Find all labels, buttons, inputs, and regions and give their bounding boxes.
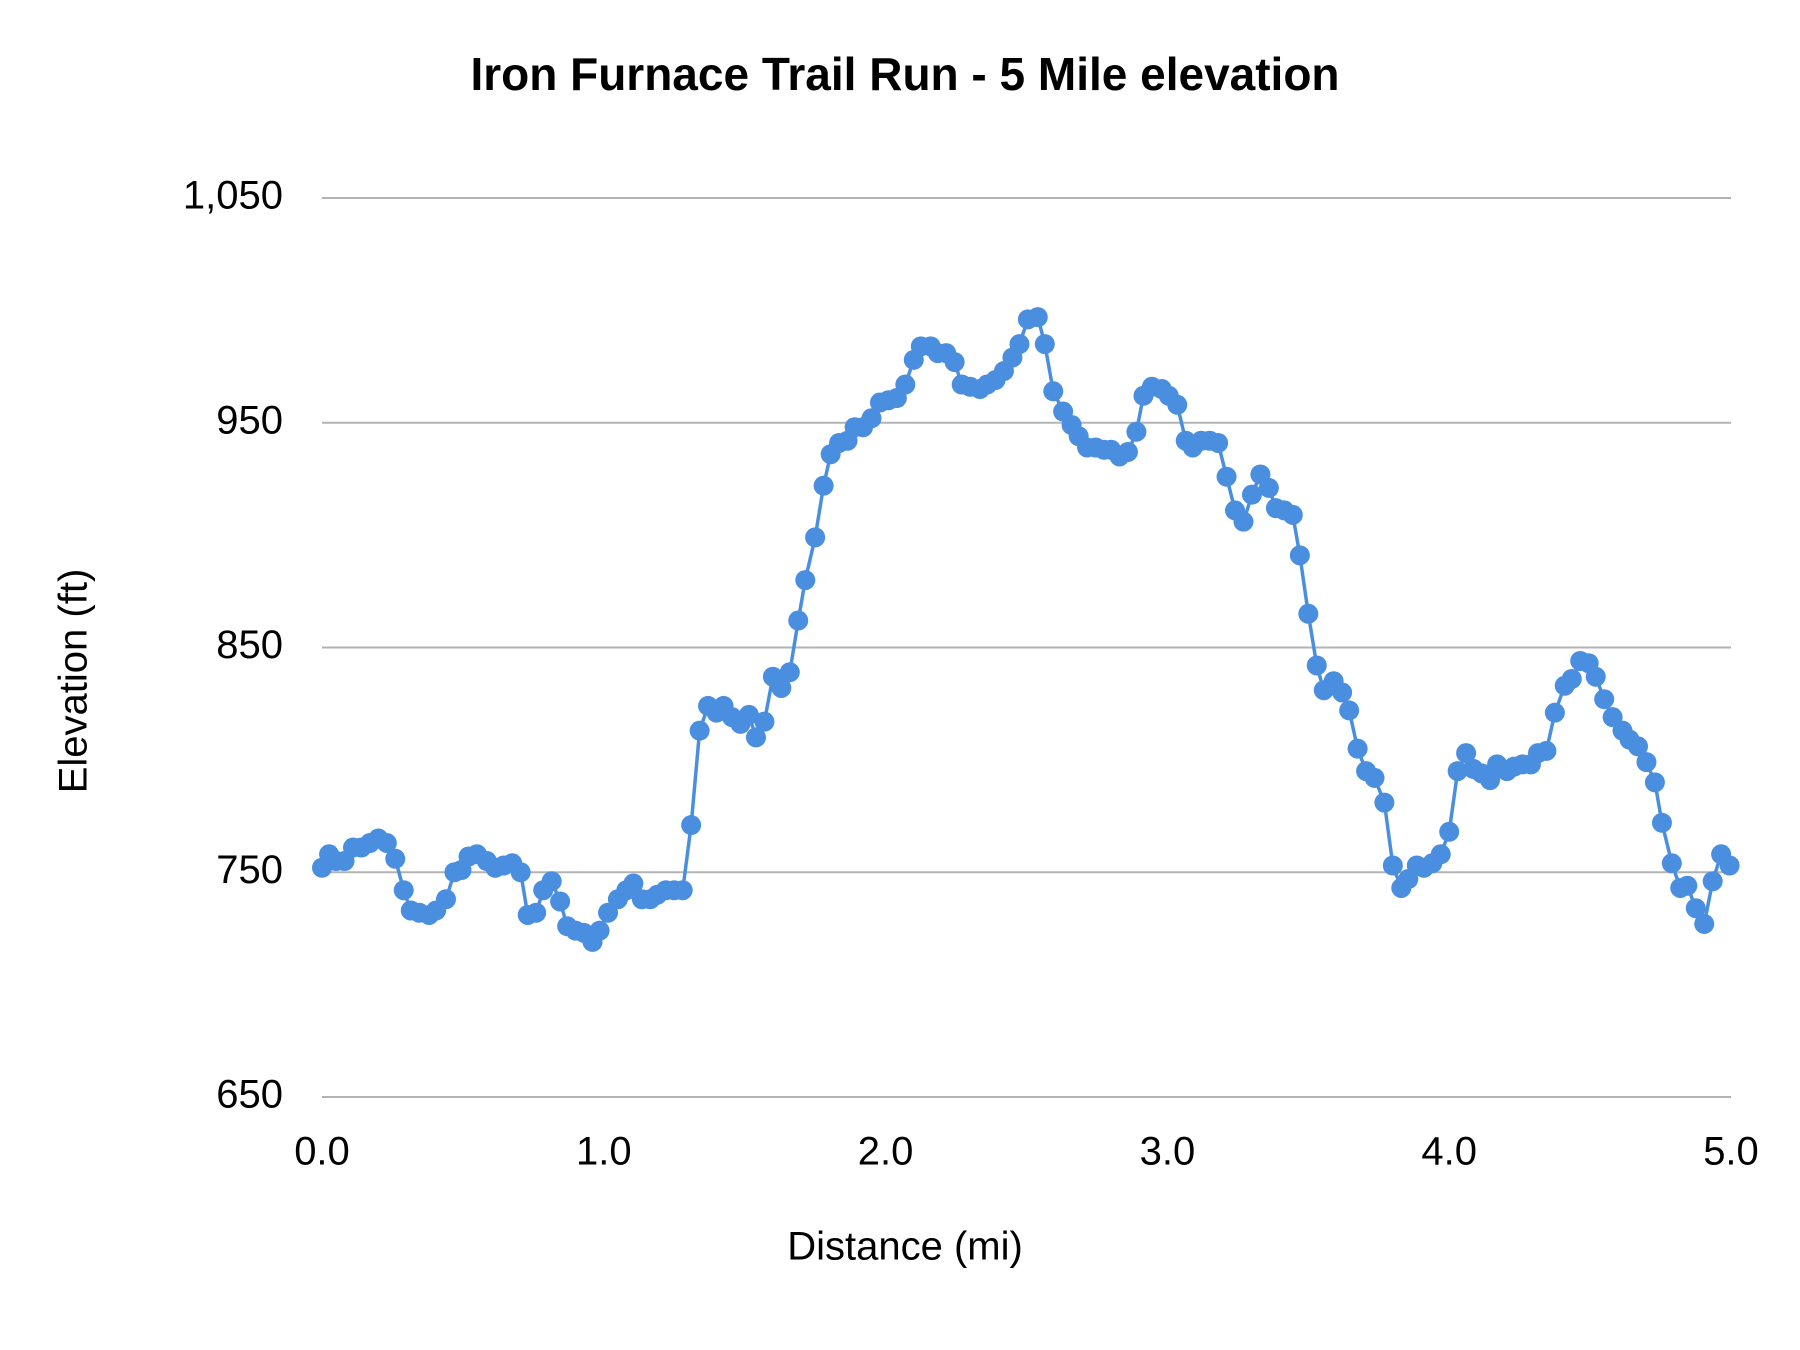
point (1306, 655, 1327, 676)
point (788, 610, 809, 631)
x-tick-label: 1.0 (576, 1130, 632, 1174)
point (376, 833, 397, 854)
point (1289, 545, 1310, 566)
x-tick-label: 5.0 (1703, 1130, 1759, 1174)
point (1167, 394, 1188, 415)
point (813, 475, 834, 496)
x-tick-label: 0.0 (294, 1130, 350, 1174)
point (1677, 875, 1698, 896)
point (1644, 772, 1665, 793)
point (805, 527, 826, 548)
point (1216, 466, 1237, 487)
point (1126, 421, 1147, 442)
y-tick-label: 950 (216, 398, 283, 442)
point (1282, 504, 1303, 525)
point (1594, 689, 1615, 710)
point (393, 880, 414, 901)
point (689, 720, 710, 741)
point (510, 862, 531, 883)
y-tick-label: 1,050 (183, 174, 283, 218)
point (1364, 767, 1385, 788)
line (320, 315, 1731, 944)
point (1628, 736, 1649, 757)
point (541, 871, 562, 892)
point (1241, 484, 1262, 505)
point (944, 352, 965, 373)
point (1258, 477, 1279, 498)
point (745, 727, 766, 748)
point (1208, 432, 1229, 453)
point (1339, 700, 1360, 721)
point (1374, 792, 1395, 813)
y-tick-label: 850 (216, 623, 283, 667)
y-axis-title: Elevation (ft) (52, 569, 96, 794)
point (385, 848, 406, 869)
point (1685, 898, 1706, 919)
point (435, 889, 456, 910)
point (589, 920, 610, 941)
point (1447, 761, 1468, 782)
point (1694, 913, 1715, 934)
chart-title: Iron Furnace Trail Run - 5 Mile elevatio… (470, 48, 1339, 100)
point (1480, 770, 1501, 791)
point (1034, 334, 1055, 355)
point (623, 873, 644, 894)
point (1382, 855, 1403, 876)
x-tick-label: 4.0 (1421, 1130, 1477, 1174)
point (771, 677, 792, 698)
point (1719, 855, 1740, 876)
point (1043, 381, 1064, 402)
x-tick-label: 2.0 (858, 1130, 914, 1174)
point (1636, 752, 1657, 773)
y-tick-label: 750 (216, 848, 283, 892)
point (795, 570, 816, 591)
y-tick-label: 650 (216, 1073, 283, 1117)
point (1009, 334, 1030, 355)
point (1298, 603, 1319, 624)
point (1456, 743, 1477, 764)
point (1233, 511, 1254, 532)
point (1651, 812, 1672, 833)
point (1661, 853, 1682, 874)
point (550, 891, 571, 912)
point (895, 374, 916, 395)
point (672, 880, 693, 901)
point (861, 408, 882, 429)
point (1702, 871, 1723, 892)
point (1117, 441, 1138, 462)
point (1585, 666, 1606, 687)
point (1536, 740, 1557, 761)
x-axis-title: Distance (mi) (787, 1225, 1023, 1269)
point (1347, 738, 1368, 759)
point (1544, 702, 1565, 723)
point (681, 815, 702, 836)
x-tick-label: 3.0 (1140, 1130, 1196, 1174)
point (1430, 844, 1451, 865)
point (526, 902, 547, 923)
point (1027, 307, 1048, 328)
point (754, 711, 775, 732)
point (779, 662, 800, 683)
point (738, 704, 759, 725)
point (1332, 682, 1353, 703)
point (1439, 821, 1460, 842)
point (1561, 668, 1582, 689)
